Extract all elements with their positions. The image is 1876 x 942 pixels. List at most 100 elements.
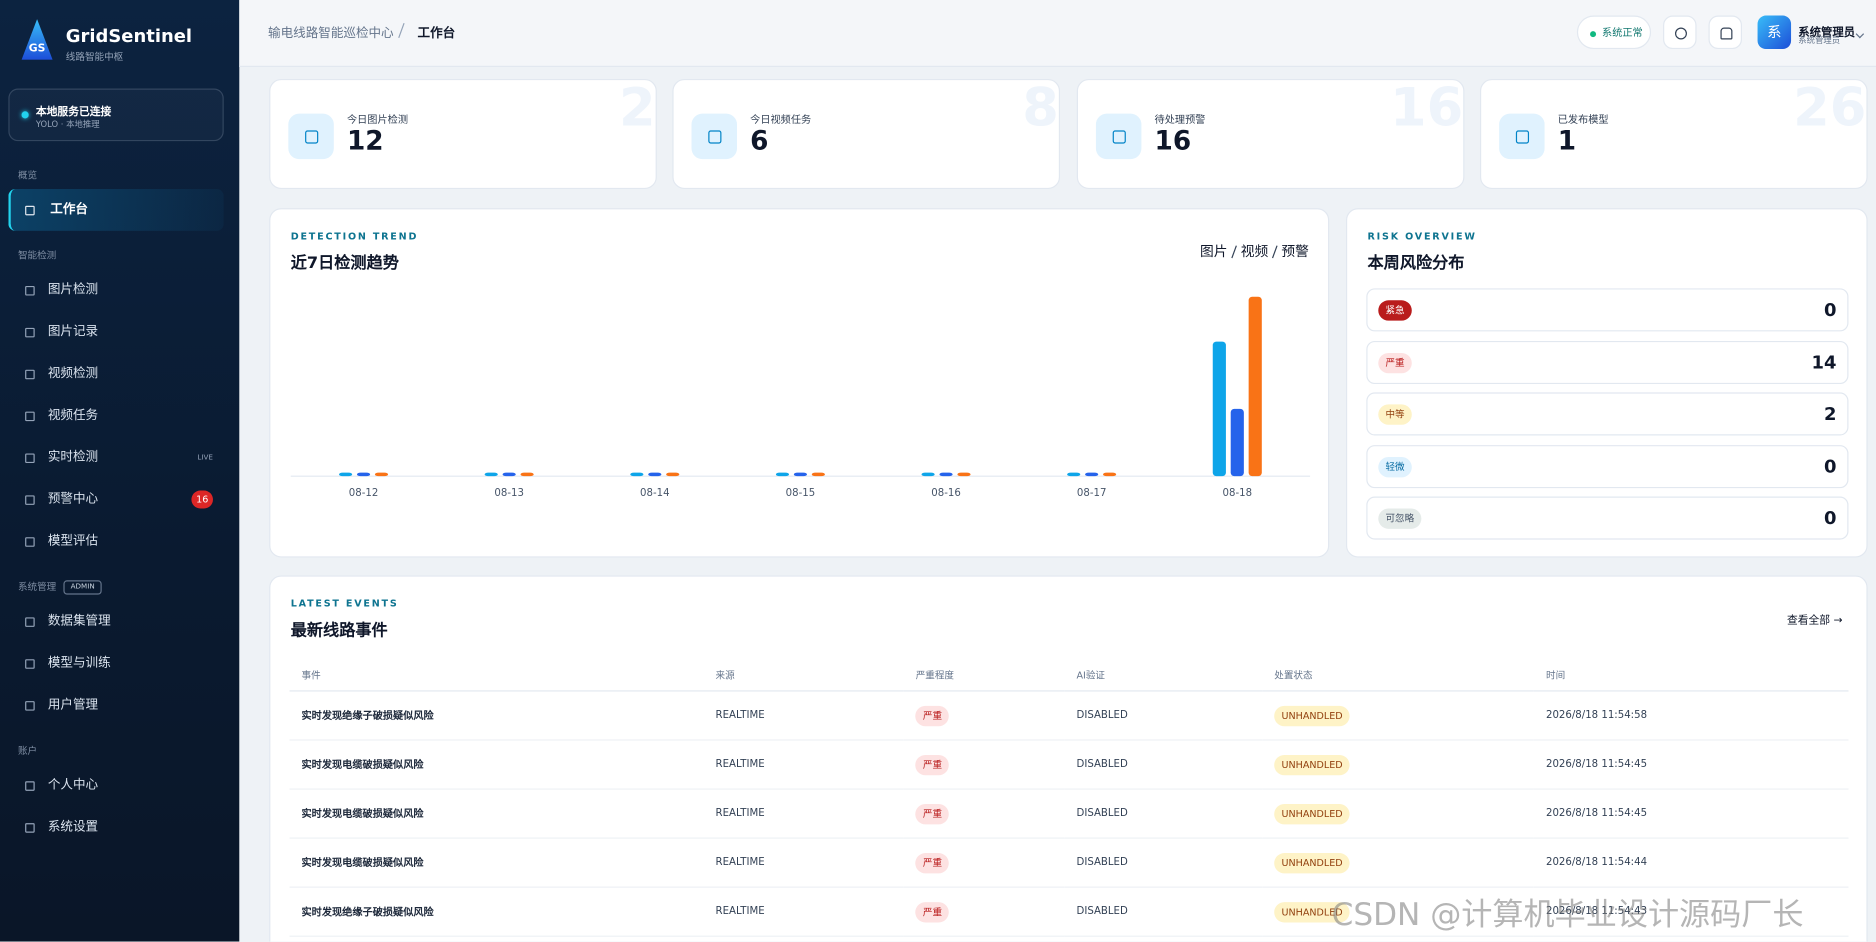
nav-item[interactable]: 系统设置 bbox=[0, 806, 239, 848]
severity-pill: 严重 bbox=[915, 754, 950, 775]
stat-icon bbox=[288, 113, 334, 160]
nav-item[interactable]: 图片记录 bbox=[0, 311, 239, 353]
table-cell: REALTIME bbox=[703, 739, 904, 790]
nav-item[interactable]: 预警中心 16 bbox=[0, 479, 239, 521]
stat-watermark: 26 bbox=[1793, 78, 1867, 139]
table-cell: REALTIME bbox=[703, 690, 904, 741]
status-cell: UNHANDLED bbox=[1262, 887, 1535, 937]
risk-row: 中等 2 bbox=[1366, 392, 1849, 436]
severity-pill: 严重 bbox=[915, 901, 950, 922]
stat-value: 12 bbox=[346, 126, 384, 157]
section-title: 系统管理 ADMIN bbox=[0, 574, 239, 600]
risk-count: 0 bbox=[1824, 507, 1837, 529]
nav-item[interactable]: 用户管理 bbox=[0, 684, 239, 726]
nav-badge: 16 bbox=[191, 490, 213, 509]
service-status: 本地服务已连接 YOLO · 本地推理 bbox=[8, 88, 224, 142]
avatar[interactable]: 系 bbox=[1757, 15, 1792, 50]
view-all-link[interactable]: 查看全部 → bbox=[1786, 614, 1843, 627]
risk-row: 可忽略 0 bbox=[1366, 496, 1849, 540]
nav-label: 视频检测 bbox=[47, 366, 99, 381]
stat-label: 已发布模型 bbox=[1557, 114, 1609, 127]
event-row[interactable]: 实时发现电缆破损疑似风险 REALTIME 严重 DISABLED UNHANDLED 2… bbox=[289, 789, 1849, 839]
event-name: 实时发现电缆破损疑似风险 bbox=[289, 739, 704, 790]
notification-button[interactable] bbox=[1708, 15, 1743, 50]
table-cell: DISABLED bbox=[1064, 690, 1263, 741]
nav-icon bbox=[25, 411, 35, 422]
nav-icon bbox=[25, 495, 35, 505]
live-tag: LIVE bbox=[197, 453, 213, 462]
nav-item[interactable]: 实时检测 LIVE bbox=[0, 437, 239, 479]
nav-item[interactable]: 个人中心 bbox=[0, 765, 239, 807]
system-status-text: 系统正常 bbox=[1602, 27, 1643, 40]
stat-card: 26 已发布模型 1 bbox=[1479, 78, 1868, 190]
severity-cell: 严重 bbox=[903, 789, 1065, 839]
events-card: LATEST EVENTS 最新线路事件 查看全部 → 事件 来源 严重程度 AI验证… bbox=[269, 575, 1868, 942]
status-pill: UNHANDLED bbox=[1274, 705, 1350, 726]
user-name[interactable]: 系统管理员 bbox=[1798, 26, 1856, 40]
nav-item[interactable]: 数据集管理 bbox=[0, 601, 239, 643]
stat-label: 今日视频任务 bbox=[750, 114, 812, 127]
stat-value: 6 bbox=[750, 126, 769, 157]
risk-count: 0 bbox=[1824, 455, 1837, 477]
icon-glyph bbox=[1112, 130, 1126, 144]
status-cell: UNHANDLED bbox=[1262, 690, 1535, 741]
nav-item[interactable]: 图片检测 bbox=[0, 269, 239, 311]
nav-item[interactable]: 视频任务 bbox=[0, 395, 239, 437]
severity-cell: 严重 bbox=[903, 690, 1065, 741]
table-cell: DISABLED bbox=[1064, 887, 1263, 937]
kicker: LATEST EVENTS bbox=[290, 598, 399, 609]
nav-item[interactable]: 模型评估 bbox=[0, 520, 239, 562]
nav-label: 模型评估 bbox=[47, 533, 99, 548]
icon bbox=[1675, 27, 1687, 40]
stat-watermark: 8 bbox=[1022, 78, 1059, 139]
risk-title: 本周风险分布 bbox=[1367, 253, 1465, 273]
nav-label: 图片检测 bbox=[47, 282, 99, 297]
nav-item[interactable]: 工作台 bbox=[8, 189, 224, 231]
legend: 图片 视频 预警 bbox=[1200, 242, 1309, 261]
section-gap bbox=[0, 562, 239, 574]
table-cell: DISABLED bbox=[1064, 838, 1263, 888]
nav-label: 系统设置 bbox=[47, 819, 99, 834]
event-row[interactable]: 实时发现电缆破损疑似风险 REALTIME 严重 DISABLED UNHANDLED 2… bbox=[289, 838, 1849, 888]
status-cell: UNHANDLED bbox=[1262, 739, 1535, 790]
legend-entry: 预警 bbox=[1281, 242, 1309, 260]
stat-card: 2 今日图片检测 12 bbox=[269, 78, 657, 190]
severity-cell: 严重 bbox=[903, 838, 1065, 888]
stat-card: 8 今日视频任务 6 bbox=[672, 78, 1061, 190]
x-tick-label: 08-12 bbox=[349, 488, 379, 499]
user-role: 系统管理员 bbox=[1798, 35, 1841, 46]
bar bbox=[339, 472, 353, 477]
section-title-text: 概览 bbox=[17, 169, 38, 181]
bar bbox=[630, 472, 644, 477]
bar bbox=[484, 472, 498, 477]
breadcrumb[interactable]: 输电线路智能巡检中心 bbox=[268, 26, 394, 41]
nav-icon bbox=[25, 617, 35, 627]
column-header: AI验证 bbox=[1064, 660, 1263, 692]
risk-row: 严重 14 bbox=[1366, 340, 1849, 384]
nav-icon bbox=[25, 327, 35, 338]
theme-button[interactable] bbox=[1663, 15, 1697, 50]
risk-pill: 严重 bbox=[1378, 352, 1412, 373]
chevron[interactable] bbox=[1855, 29, 1865, 39]
section-gap bbox=[0, 231, 239, 243]
column-header: 来源 bbox=[703, 660, 904, 692]
risk-count: 0 bbox=[1824, 299, 1837, 321]
chart: 08-12 08-13 08-14 08-15 08-16 08-17 08-18 bbox=[290, 296, 1311, 499]
bar bbox=[939, 472, 953, 477]
nav-item[interactable]: 模型与训练 bbox=[0, 642, 239, 684]
nav-label: 个人中心 bbox=[47, 777, 99, 793]
nav-item[interactable]: 视频检测 bbox=[0, 353, 239, 395]
event-row[interactable]: 实时发现电缆破损疑似风险 REALTIME 严重 DISABLED UNHANDLED 2… bbox=[289, 739, 1849, 790]
nav-label: 实时检测 bbox=[47, 449, 99, 465]
stat-icon bbox=[1499, 113, 1545, 160]
table-header: 事件 来源 严重程度 AI验证 处置状态 时间 bbox=[289, 660, 1849, 692]
event-row[interactable]: 实时发现绝缘子破损疑似风险 REALTIME 严重 DISABLED UNHANDLED… bbox=[289, 887, 1849, 937]
icon-glyph bbox=[708, 130, 722, 144]
nav-label: 模型与训练 bbox=[47, 655, 111, 671]
nav-label: 数据集管理 bbox=[47, 613, 111, 629]
watermark: CSDN @计算机毕业设计源码厂长 bbox=[1331, 897, 1804, 934]
nav-label: 图片记录 bbox=[47, 324, 99, 339]
event-row[interactable]: 实时发现绝缘子破损疑似风险 REALTIME 严重 DISABLED UNHANDLED… bbox=[289, 690, 1849, 741]
